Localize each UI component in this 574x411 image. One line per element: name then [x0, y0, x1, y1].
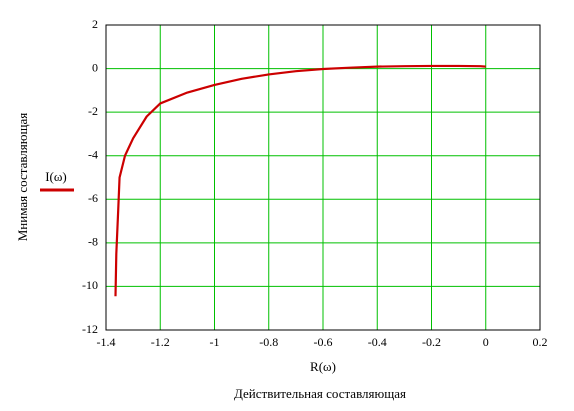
x-axis-label: Действительная составляющая	[234, 386, 406, 401]
y-tick-label: 0	[92, 60, 98, 74]
x-tick-label: -1	[210, 335, 220, 349]
x-tick-label: -1.4	[97, 335, 116, 349]
x-tick-label: 0.2	[533, 335, 548, 349]
y-tick-label: -6	[88, 191, 98, 205]
y-tick-label: -4	[88, 147, 98, 161]
x-tick-label: -0.4	[368, 335, 387, 349]
y-tick-label: -10	[82, 278, 98, 292]
y-axis-label: Мнимая составляющая	[15, 113, 30, 242]
x-tick-label: -0.8	[259, 335, 278, 349]
data-line	[114, 64, 486, 297]
x-tick-label: -1.2	[151, 335, 170, 349]
x-tick-label: 0	[483, 335, 489, 349]
y-tick-label: -8	[88, 235, 98, 249]
x-tick-label: -0.6	[314, 335, 333, 349]
y-tick-label: 2	[92, 17, 98, 31]
y-tick-label: -12	[82, 322, 98, 336]
grid	[105, 24, 541, 331]
legend-label: I(ω)	[45, 169, 67, 184]
y-tick-label: -2	[88, 104, 98, 118]
plot-frame	[105, 24, 541, 331]
x-tick-label: -0.2	[422, 335, 441, 349]
x-variable-label: R(ω)	[310, 359, 336, 374]
